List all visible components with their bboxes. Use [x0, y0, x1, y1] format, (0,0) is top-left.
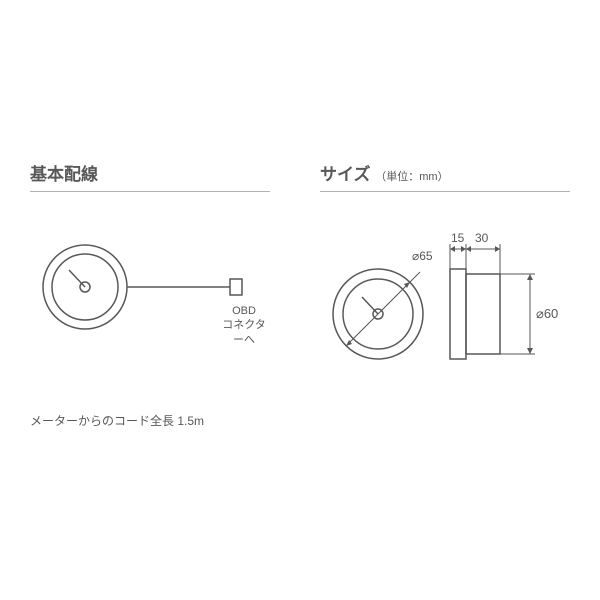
depth30-label: 30 — [475, 231, 489, 245]
size-panel: サイズ （単位：mm） ⌀65 — [320, 160, 570, 429]
wiring-diagram: OBD コネクターへ — [30, 222, 270, 402]
size-heading-text: サイズ — [320, 165, 371, 184]
depth15-label: 15 — [451, 231, 465, 245]
size-heading: サイズ （単位：mm） — [320, 160, 570, 192]
wiring-heading: 基本配線 — [30, 160, 270, 192]
obd-label: OBD コネクターへ — [218, 304, 270, 347]
obd-label-line2: コネクターへ — [222, 319, 266, 345]
dia60-label: ⌀60 — [536, 306, 558, 321]
size-diagram: ⌀65 15 30 — [320, 222, 570, 402]
wiring-panel: 基本配線 OBD コネクターへ メーターからのコード全長 1.5m — [30, 160, 270, 429]
size-heading-sub: （単位：mm） — [375, 171, 448, 183]
dia65-label: ⌀65 — [412, 249, 433, 263]
size-svg: ⌀65 15 30 — [320, 222, 570, 402]
obd-label-line1: OBD — [232, 305, 256, 317]
cord-length-note: メーターからのコード全長 1.5m — [30, 412, 270, 429]
